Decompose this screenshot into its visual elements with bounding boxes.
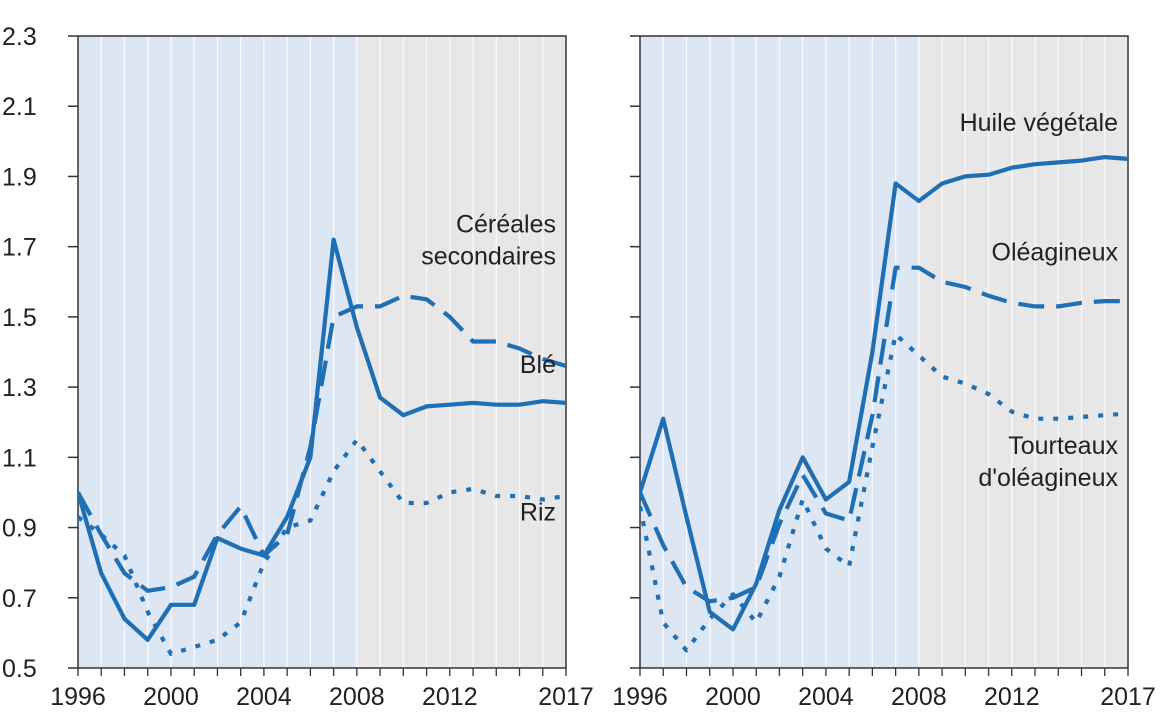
series-label: Blé — [520, 351, 556, 379]
series-label: d'oléagineux — [978, 464, 1118, 492]
x-tick-label: 2008 — [891, 683, 947, 711]
y-tick-label: 2.3 — [2, 23, 37, 51]
series-label: Huile végétale — [960, 109, 1118, 137]
projection-background — [918, 36, 1128, 668]
left-chart-panel: 0.5 0.7 0.9 1.1 1.3 1.5 1.7 1.9 2.1 2.3 1996 2000 20… — [2, 23, 594, 711]
series-line-solid — [640, 155, 1128, 632]
series-line-solid — [78, 237, 566, 643]
x-tick-label: 1996 — [50, 683, 106, 711]
plot-frame — [639, 35, 1129, 669]
y-tick-label: 1.1 — [2, 444, 37, 472]
x-tick-label: 2004 — [798, 683, 854, 711]
series-line-dotted — [78, 437, 566, 657]
right-chart-panel: 1996 2000 2004 2008 2012 2017 Huile végétale Ol… — [612, 35, 1156, 711]
x-tick-label: 2012 — [422, 683, 478, 711]
series-line-dashed — [78, 293, 566, 593]
series-line-dashed — [640, 265, 1128, 604]
x-tick-label: 2017 — [1100, 683, 1156, 711]
x-tick-label: 2008 — [329, 683, 385, 711]
plot-frame — [77, 35, 567, 669]
y-tick-label: 0.9 — [2, 515, 37, 543]
y-tick-label: 1.3 — [2, 374, 37, 402]
y-tick-label: 0.7 — [2, 585, 37, 613]
y-tick-label: 1.7 — [2, 234, 37, 262]
y-tick-label: 2.1 — [2, 93, 37, 121]
x-tick-label: 2000 — [705, 683, 761, 711]
series-label: Oléagineux — [992, 239, 1119, 267]
series-label: secondaires — [421, 243, 556, 271]
series-label: Céréales — [456, 211, 556, 239]
series-label: Tourteaux — [1008, 432, 1118, 460]
y-tick-label: 0.5 — [2, 655, 37, 683]
y-tick-label: 1.9 — [2, 163, 37, 191]
x-tick-label: 2017 — [538, 683, 594, 711]
series-line-dotted — [640, 332, 1128, 653]
x-tick-label: 2004 — [236, 683, 292, 711]
series-label: Riz — [520, 499, 556, 527]
x-tick-label: 2012 — [984, 683, 1040, 711]
x-tick-label: 1996 — [612, 683, 668, 711]
y-tick-label: 1.5 — [2, 304, 37, 332]
x-tick-label: 2000 — [143, 683, 199, 711]
